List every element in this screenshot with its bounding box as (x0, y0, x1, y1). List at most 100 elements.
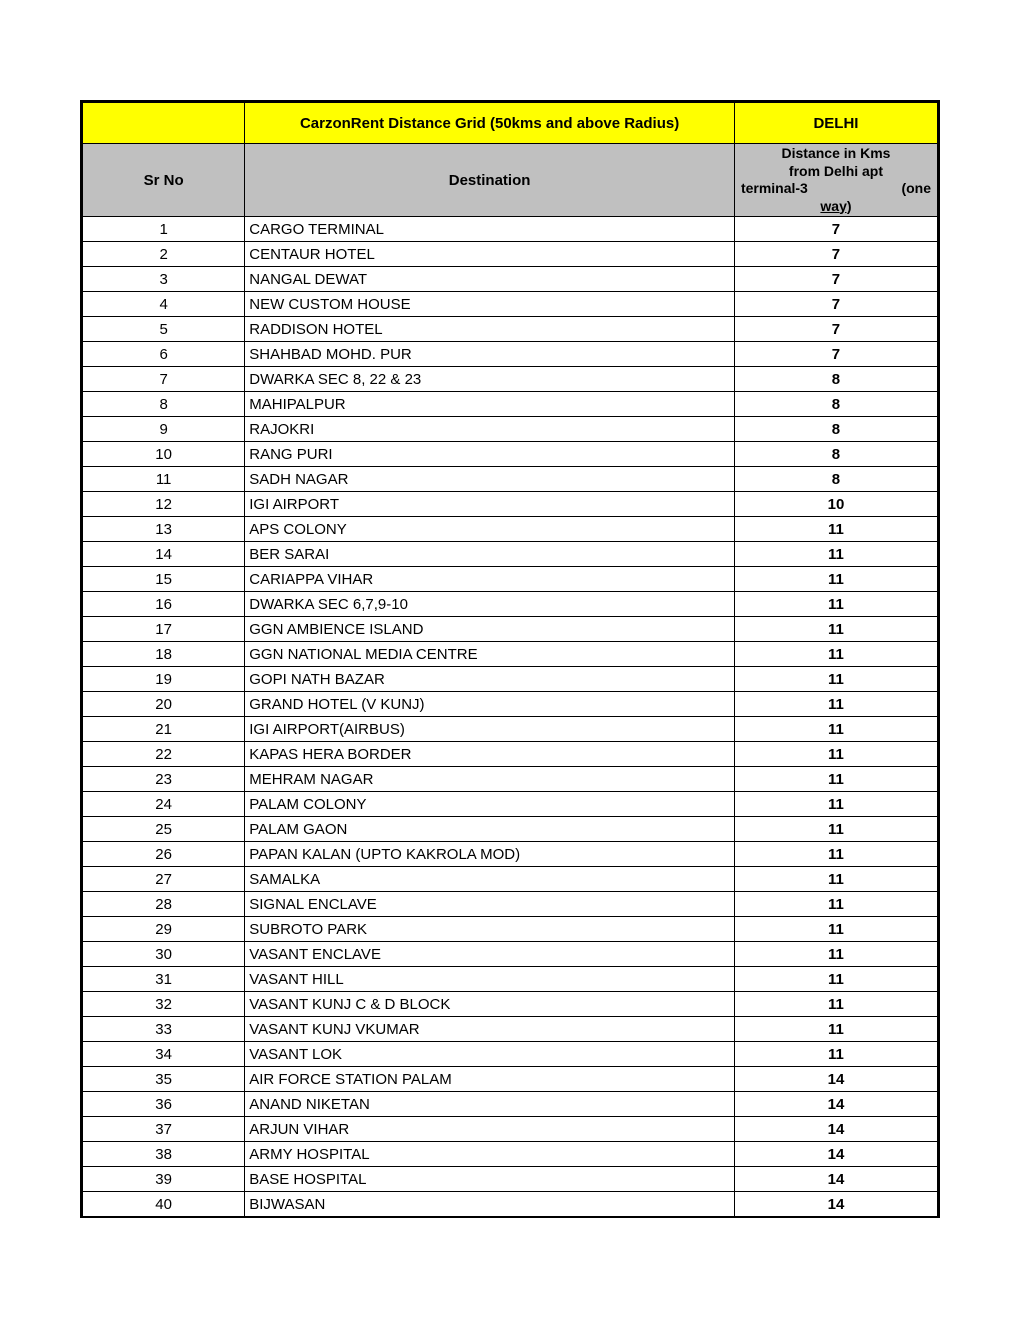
table-row: 5RADDISON HOTEL7 (82, 317, 939, 342)
table-row: 39BASE HOSPITAL14 (82, 1167, 939, 1192)
cell-destination: BIJWASAN (245, 1192, 735, 1218)
cell-distance: 11 (734, 517, 938, 542)
cell-destination: IGI AIRPORT(AIRBUS) (245, 717, 735, 742)
cell-destination: IGI AIRPORT (245, 492, 735, 517)
cell-destination: VASANT KUNJ VKUMAR (245, 1017, 735, 1042)
cell-destination: BER SARAI (245, 542, 735, 567)
cell-srno: 6 (82, 342, 245, 367)
cell-srno: 29 (82, 917, 245, 942)
header-row-1: CarzonRent Distance Grid (50kms and abov… (82, 102, 939, 144)
cell-srno: 30 (82, 942, 245, 967)
table-row: 2CENTAUR HOTEL7 (82, 242, 939, 267)
cell-distance: 11 (734, 992, 938, 1017)
cell-destination: AIR FORCE STATION PALAM (245, 1067, 735, 1092)
table-row: 33VASANT KUNJ VKUMAR11 (82, 1017, 939, 1042)
cell-destination: GOPI NATH BAZAR (245, 667, 735, 692)
table-row: 7DWARKA SEC 8, 22 & 238 (82, 367, 939, 392)
header-title: CarzonRent Distance Grid (50kms and abov… (245, 102, 735, 144)
cell-distance: 8 (734, 442, 938, 467)
table-row: 26PAPAN KALAN (UPTO KAKROLA MOD)11 (82, 842, 939, 867)
cell-distance: 14 (734, 1192, 938, 1218)
cell-distance: 8 (734, 417, 938, 442)
dist-line1: Distance in Kms (741, 145, 931, 163)
table-row: 8MAHIPALPUR8 (82, 392, 939, 417)
cell-destination: VASANT ENCLAVE (245, 942, 735, 967)
cell-distance: 11 (734, 1017, 938, 1042)
cell-srno: 4 (82, 292, 245, 317)
table-row: 24PALAM COLONY11 (82, 792, 939, 817)
cell-distance: 11 (734, 1042, 938, 1067)
table-row: 10RANG PURI8 (82, 442, 939, 467)
cell-destination: SADH NAGAR (245, 467, 735, 492)
cell-distance: 11 (734, 617, 938, 642)
cell-distance: 8 (734, 392, 938, 417)
table-row: 37ARJUN VIHAR14 (82, 1117, 939, 1142)
cell-srno: 12 (82, 492, 245, 517)
cell-distance: 11 (734, 867, 938, 892)
col-header-srno: Sr No (82, 144, 245, 217)
table-row: 23MEHRAM NAGAR11 (82, 767, 939, 792)
cell-srno: 36 (82, 1092, 245, 1117)
header-row-2: Sr No Destination Distance in Kms from D… (82, 144, 939, 217)
cell-distance: 11 (734, 717, 938, 742)
cell-srno: 33 (82, 1017, 245, 1042)
cell-srno: 25 (82, 817, 245, 842)
table-row: 20GRAND HOTEL (V KUNJ)11 (82, 692, 939, 717)
cell-distance: 11 (734, 642, 938, 667)
cell-destination: ARJUN VIHAR (245, 1117, 735, 1142)
table-row: 28SIGNAL ENCLAVE11 (82, 892, 939, 917)
cell-distance: 11 (734, 592, 938, 617)
cell-destination: BASE HOSPITAL (245, 1167, 735, 1192)
cell-destination: SAMALKA (245, 867, 735, 892)
cell-distance: 11 (734, 817, 938, 842)
cell-srno: 14 (82, 542, 245, 567)
cell-srno: 24 (82, 792, 245, 817)
cell-distance: 11 (734, 792, 938, 817)
page: CarzonRent Distance Grid (50kms and abov… (0, 0, 1020, 1278)
cell-distance: 7 (734, 342, 938, 367)
table-row: 34VASANT LOK11 (82, 1042, 939, 1067)
cell-srno: 17 (82, 617, 245, 642)
table-row: 32VASANT KUNJ C & D BLOCK11 (82, 992, 939, 1017)
cell-distance: 11 (734, 767, 938, 792)
cell-destination: CARGO TERMINAL (245, 217, 735, 242)
cell-srno: 34 (82, 1042, 245, 1067)
cell-srno: 26 (82, 842, 245, 867)
table-row: 6SHAHBAD MOHD. PUR7 (82, 342, 939, 367)
cell-srno: 22 (82, 742, 245, 767)
cell-destination: MEHRAM NAGAR (245, 767, 735, 792)
dist-line3a: terminal-3 (741, 180, 808, 198)
dist-line2: from Delhi apt (741, 163, 931, 181)
cell-destination: PAPAN KALAN (UPTO KAKROLA MOD) (245, 842, 735, 867)
cell-srno: 37 (82, 1117, 245, 1142)
cell-destination: GRAND HOTEL (V KUNJ) (245, 692, 735, 717)
table-row: 19GOPI NATH BAZAR11 (82, 667, 939, 692)
cell-distance: 11 (734, 892, 938, 917)
cell-destination: CENTAUR HOTEL (245, 242, 735, 267)
cell-srno: 2 (82, 242, 245, 267)
cell-distance: 14 (734, 1067, 938, 1092)
cell-destination: ARMY HOSPITAL (245, 1142, 735, 1167)
cell-srno: 8 (82, 392, 245, 417)
cell-srno: 11 (82, 467, 245, 492)
cell-distance: 8 (734, 367, 938, 392)
cell-destination: GGN AMBIENCE ISLAND (245, 617, 735, 642)
cell-srno: 19 (82, 667, 245, 692)
table-row: 15CARIAPPA VIHAR11 (82, 567, 939, 592)
cell-destination: DWARKA SEC 6,7,9-10 (245, 592, 735, 617)
cell-destination: PALAM COLONY (245, 792, 735, 817)
cell-destination: RADDISON HOTEL (245, 317, 735, 342)
table-row: 38ARMY HOSPITAL14 (82, 1142, 939, 1167)
cell-destination: KAPAS HERA BORDER (245, 742, 735, 767)
cell-distance: 14 (734, 1092, 938, 1117)
cell-destination: SHAHBAD MOHD. PUR (245, 342, 735, 367)
cell-distance: 14 (734, 1142, 938, 1167)
cell-distance: 14 (734, 1167, 938, 1192)
cell-destination: RANG PURI (245, 442, 735, 467)
cell-destination: PALAM GAON (245, 817, 735, 842)
table-row: 21IGI AIRPORT(AIRBUS)11 (82, 717, 939, 742)
cell-distance: 11 (734, 917, 938, 942)
table-row: 36ANAND NIKETAN14 (82, 1092, 939, 1117)
table-row: 9RAJOKRI8 (82, 417, 939, 442)
cell-srno: 18 (82, 642, 245, 667)
